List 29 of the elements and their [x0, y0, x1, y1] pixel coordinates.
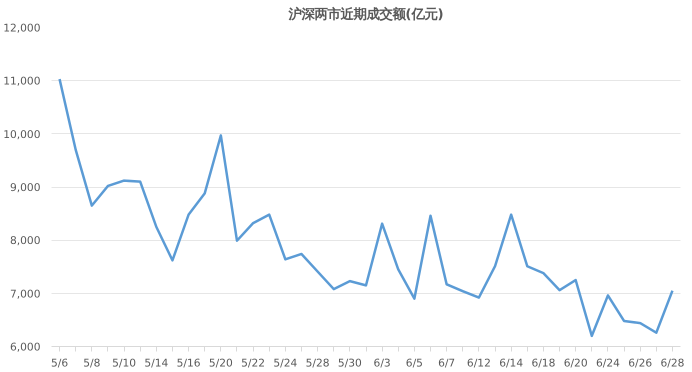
x-tick-label: 6/28	[660, 356, 685, 370]
x-tick-label: 5/6	[50, 356, 68, 370]
y-tick-label: 11,000	[3, 74, 41, 88]
x-tick-label: 6/20	[564, 356, 588, 370]
y-tick-label: 7,000	[10, 287, 41, 300]
x-tick-label: 6/24	[596, 356, 620, 370]
x-tick-label: 5/28	[306, 356, 330, 370]
x-tick-label: 5/8	[83, 356, 101, 370]
y-tick-label: 8,000	[10, 234, 41, 248]
x-tick-label: 5/16	[176, 356, 201, 370]
x-tick-label: 6/3	[374, 356, 391, 370]
x-tick-label: 6/12	[466, 356, 491, 370]
x-tick-label: 6/5	[406, 356, 423, 370]
x-tick-label: 5/24	[273, 356, 298, 370]
x-tick-label: 6/7	[438, 356, 456, 370]
y-tick-label: 10,000	[3, 128, 41, 141]
x-tick-label: 5/20	[208, 356, 234, 370]
y-tick-label: 6,000	[10, 340, 41, 354]
x-tick-label: 6/18	[531, 356, 556, 370]
y-tick-label: 12,000	[3, 22, 41, 34]
chart-title: 沪深两市近期成交额(亿元)	[287, 6, 444, 22]
x-tick-label: 6/14	[499, 356, 524, 370]
y-tick-label: 9,000	[10, 181, 41, 194]
x-tick-label: 5/10	[112, 356, 136, 370]
line-series	[58, 78, 674, 338]
x-tick-label: 6/26	[628, 356, 652, 370]
x-tick-label: 5/22	[241, 356, 266, 370]
x-tick-label: 5/14	[144, 356, 169, 370]
x-tick-label: 5/30	[338, 356, 362, 370]
